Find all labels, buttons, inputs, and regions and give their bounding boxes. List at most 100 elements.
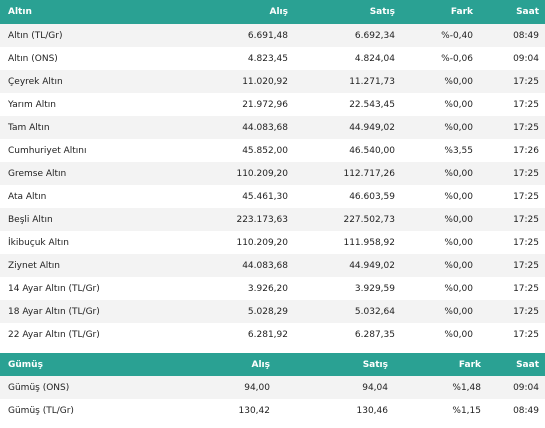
gold-cell-name: Ziynet Altın — [0, 254, 150, 277]
gold-cell-saat: 17:25 — [473, 93, 545, 116]
gold-header-satis: Satış — [288, 0, 395, 24]
gold-cell-saat: 09:04 — [473, 47, 545, 70]
gold-cell-satis: 4.824,04 — [288, 47, 395, 70]
table-row: İkibuçuk Altın 110.209,20 111.958,92 %0,00 1… — [0, 231, 545, 254]
gold-cell-satis: 6.287,35 — [288, 323, 395, 346]
table-row: Beşli Altın 223.173,63 227.502,73 %0,00 17:2… — [0, 208, 545, 231]
gold-cell-satis: 44.949,02 — [288, 116, 395, 139]
gold-cell-alis: 110.209,20 — [150, 162, 288, 185]
gold-cell-name: Tam Altın — [0, 116, 150, 139]
silver-cell-fark: %1,48 — [388, 376, 481, 399]
gold-header-alis: Alış — [150, 0, 288, 24]
gold-cell-fark: %-0,40 — [395, 24, 473, 47]
gold-cell-name: 22 Ayar Altın (TL/Gr) — [0, 323, 150, 346]
gold-cell-satis: 111.958,92 — [288, 231, 395, 254]
table-row: 14 Ayar Altın (TL/Gr) 3.926,20 3.929,59 %0,… — [0, 277, 545, 300]
gold-cell-name: 14 Ayar Altın (TL/Gr) — [0, 277, 150, 300]
gold-cell-name: Yarım Altın — [0, 93, 150, 116]
gold-cell-saat: 17:25 — [473, 70, 545, 93]
gold-cell-name: Çeyrek Altın — [0, 70, 150, 93]
gold-cell-alis: 6.281,92 — [150, 323, 288, 346]
silver-cell-alis: 94,00 — [160, 376, 270, 399]
gold-cell-alis: 110.209,20 — [150, 231, 288, 254]
gold-table-header: Altın Alış Satış Fark Saat — [0, 0, 545, 24]
gold-cell-alis: 44.083,68 — [150, 254, 288, 277]
gold-cell-alis: 21.972,96 — [150, 93, 288, 116]
gold-cell-alis: 3.926,20 — [150, 277, 288, 300]
gold-cell-saat: 17:25 — [473, 162, 545, 185]
gold-cell-saat: 17:25 — [473, 231, 545, 254]
gold-header-saat: Saat — [473, 0, 545, 24]
table-row: Ziynet Altın 44.083,68 44.949,02 %0,00 17:25 — [0, 254, 545, 277]
gold-cell-alis: 5.028,29 — [150, 300, 288, 323]
silver-cell-name: Gümüş (TL/Gr) — [0, 399, 160, 422]
gold-cell-name: Cumhuriyet Altını — [0, 139, 150, 162]
silver-cell-satis: 94,04 — [270, 376, 388, 399]
gold-cell-fark: %0,00 — [395, 277, 473, 300]
gold-cell-saat: 17:25 — [473, 208, 545, 231]
gold-cell-satis: 46.540,00 — [288, 139, 395, 162]
gold-cell-saat: 17:25 — [473, 185, 545, 208]
table-row: Ata Altın 45.461,30 46.603,59 %0,00 17:25 — [0, 185, 545, 208]
gold-cell-fark: %0,00 — [395, 254, 473, 277]
silver-header-saat: Saat — [481, 353, 545, 376]
gold-cell-fark: %0,00 — [395, 93, 473, 116]
silver-header-name: Gümüş — [0, 353, 160, 376]
table-row: Altın (ONS) 4.823,45 4.824,04 %-0,06 09:04 — [0, 47, 545, 70]
gold-cell-alis: 45.852,00 — [150, 139, 288, 162]
gold-cell-satis: 112.717,26 — [288, 162, 395, 185]
gold-cell-name: Altın (TL/Gr) — [0, 24, 150, 47]
silver-header-fark: Fark — [388, 353, 481, 376]
table-row: Çeyrek Altın 11.020,92 11.271,73 %0,00 17:25 — [0, 70, 545, 93]
gold-cell-name: Beşli Altın — [0, 208, 150, 231]
gold-cell-name: İkibuçuk Altın — [0, 231, 150, 254]
silver-cell-alis: 130,42 — [160, 399, 270, 422]
gold-table-body: Altın (TL/Gr) 6.691,48 6.692,34 %-0,40 08:49… — [0, 24, 545, 346]
gold-cell-fark: %-0,06 — [395, 47, 473, 70]
gold-cell-alis: 44.083,68 — [150, 116, 288, 139]
silver-cell-name: Gümüş (ONS) — [0, 376, 160, 399]
gold-cell-saat: 17:25 — [473, 323, 545, 346]
gold-cell-name: Altın (ONS) — [0, 47, 150, 70]
gold-cell-satis: 227.502,73 — [288, 208, 395, 231]
gold-cell-saat: 17:26 — [473, 139, 545, 162]
silver-header-satis: Satış — [270, 353, 388, 376]
silver-prices-table: Gümüş Alış Satış Fark Saat Gümüş (ONS) 94… — [0, 353, 545, 422]
gold-cell-satis: 22.543,45 — [288, 93, 395, 116]
gold-cell-alis: 45.461,30 — [150, 185, 288, 208]
gold-cell-alis: 11.020,92 — [150, 70, 288, 93]
gold-header-name: Altın — [0, 0, 150, 24]
table-row: 18 Ayar Altın (TL/Gr) 5.028,29 5.032,64 %0,… — [0, 300, 545, 323]
gold-cell-fark: %0,00 — [395, 70, 473, 93]
gold-cell-satis: 44.949,02 — [288, 254, 395, 277]
gold-cell-saat: 08:49 — [473, 24, 545, 47]
silver-header-alis: Alış — [160, 353, 270, 376]
table-row: Gremse Altın 110.209,20 112.717,26 %0,00 17:… — [0, 162, 545, 185]
silver-table-header: Gümüş Alış Satış Fark Saat — [0, 353, 545, 376]
gold-cell-satis: 5.032,64 — [288, 300, 395, 323]
gold-cell-fark: %0,00 — [395, 162, 473, 185]
table-row: Gümüş (TL/Gr) 130,42 130,46 %1,15 08:49 — [0, 399, 545, 422]
gold-cell-satis: 11.271,73 — [288, 70, 395, 93]
gold-cell-saat: 17:25 — [473, 254, 545, 277]
gold-cell-satis: 6.692,34 — [288, 24, 395, 47]
gold-cell-saat: 17:25 — [473, 277, 545, 300]
gold-cell-fark: %0,00 — [395, 323, 473, 346]
gold-cell-fark: %0,00 — [395, 208, 473, 231]
gold-cell-name: Ata Altın — [0, 185, 150, 208]
silver-table-body: Gümüş (ONS) 94,00 94,04 %1,48 09:04 Gümüş (TL… — [0, 376, 545, 422]
table-row: Gümüş (ONS) 94,00 94,04 %1,48 09:04 — [0, 376, 545, 399]
gold-cell-fark: %3,55 — [395, 139, 473, 162]
silver-cell-saat: 09:04 — [481, 376, 545, 399]
gold-header-fark: Fark — [395, 0, 473, 24]
gold-cell-name: Gremse Altın — [0, 162, 150, 185]
gold-cell-fark: %0,00 — [395, 300, 473, 323]
gold-cell-saat: 17:25 — [473, 116, 545, 139]
gold-cell-fark: %0,00 — [395, 231, 473, 254]
gold-cell-alis: 6.691,48 — [150, 24, 288, 47]
table-row: Altın (TL/Gr) 6.691,48 6.692,34 %-0,40 08:49 — [0, 24, 545, 47]
gold-prices-table: Altın Alış Satış Fark Saat Altın (TL/Gr)… — [0, 0, 545, 346]
gold-cell-fark: %0,00 — [395, 116, 473, 139]
gold-cell-satis: 46.603,59 — [288, 185, 395, 208]
gold-cell-satis: 3.929,59 — [288, 277, 395, 300]
